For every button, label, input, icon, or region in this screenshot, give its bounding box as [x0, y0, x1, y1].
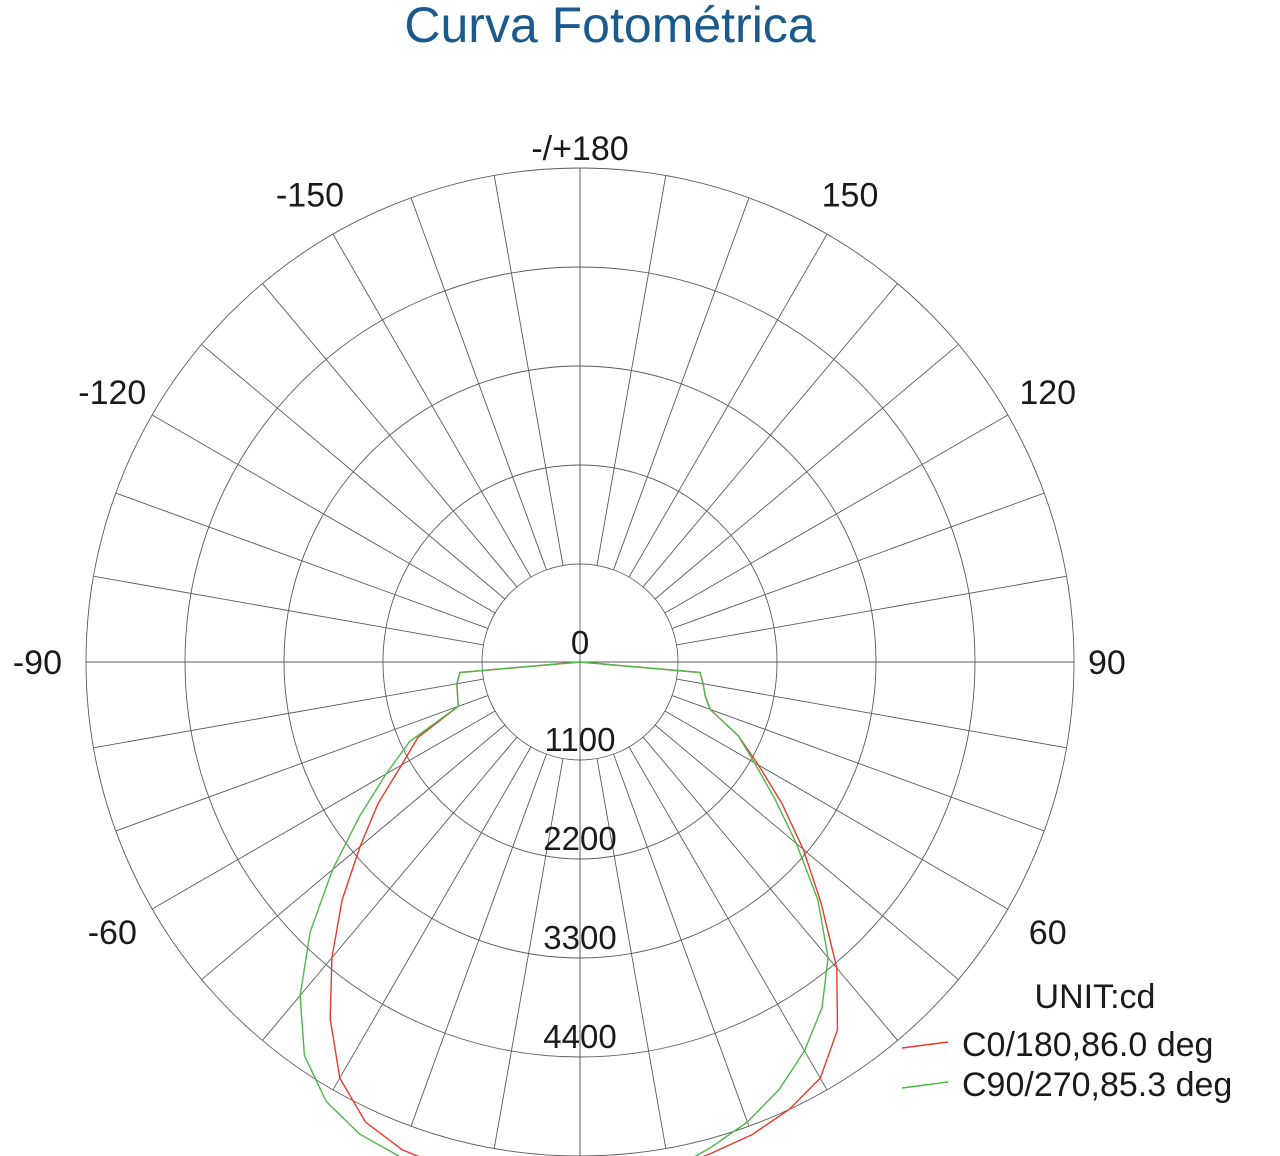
legend-label: C90/270,85.3 deg — [962, 1066, 1232, 1104]
label-layer: -/+180 -150 150 -120 120 -90 90 -60 60 0 1100 2200 3… — [13, 130, 1126, 1055]
grid-ring — [184, 266, 976, 1058]
angle-tick-label: -60 — [88, 914, 137, 952]
chart-title: Curva Fotométrica — [404, 0, 815, 53]
radial-tick-label: 2200 — [543, 820, 616, 857]
angle-tick-label: -120 — [78, 374, 146, 412]
series-line — [329, 661, 839, 1156]
radial-tick-label: 3300 — [543, 919, 616, 956]
radial-tick-label: 4400 — [543, 1018, 616, 1055]
angle-tick-label: 60 — [1029, 914, 1067, 952]
radial-tick-label: 1100 — [545, 721, 616, 758]
unit-label: UNIT:cd — [1035, 978, 1156, 1016]
angle-tick-label: 120 — [1019, 374, 1076, 412]
grid-ring — [382, 464, 778, 860]
legend-swatch — [901, 1041, 949, 1049]
legend-swatch — [901, 1081, 949, 1089]
angle-tick-label: 90 — [1088, 644, 1126, 682]
angle-tick-label: -/+180 — [531, 130, 628, 168]
legend-label: C0/180,86.0 deg — [962, 1026, 1213, 1064]
series-layer — [299, 661, 839, 1156]
series-line — [299, 661, 829, 1156]
angle-tick-label: -90 — [13, 644, 62, 682]
angle-tick-label: -150 — [276, 176, 344, 214]
grid-ring — [85, 167, 1075, 1156]
angle-tick-label: 150 — [822, 176, 879, 214]
radial-tick-label: 0 — [571, 624, 589, 661]
grid-ring — [283, 365, 877, 959]
